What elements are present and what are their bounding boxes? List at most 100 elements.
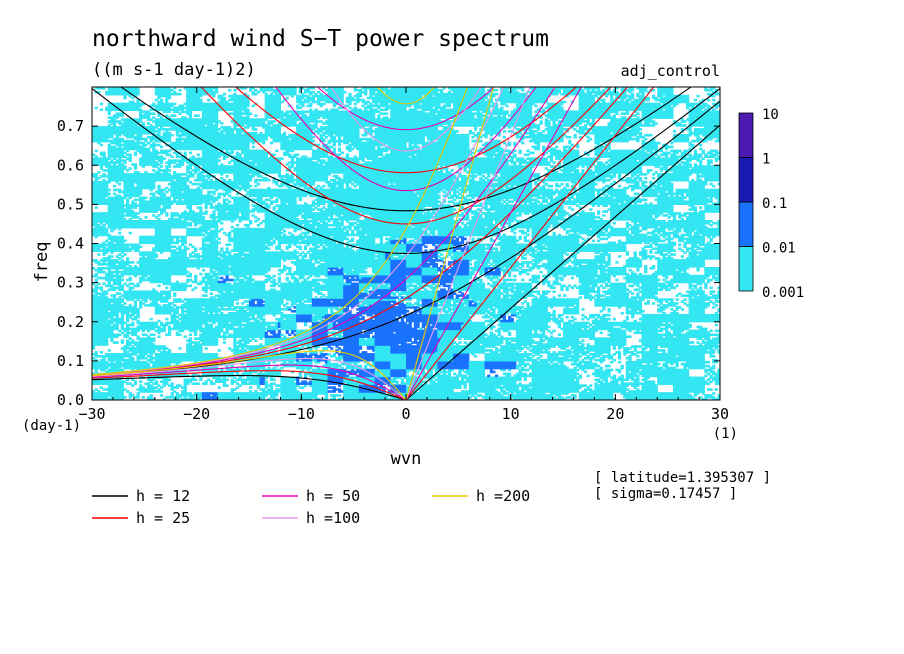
power-cell-low	[128, 347, 132, 350]
power-cell-low	[115, 159, 119, 162]
power-cell-low	[115, 282, 119, 286]
power-cell-low	[102, 257, 106, 260]
power-cell-low	[149, 112, 153, 115]
power-cell-low	[112, 157, 117, 160]
power-cell-low	[115, 310, 119, 313]
power-cell-low	[152, 206, 156, 209]
power-cell-low	[110, 116, 114, 119]
power-cell-low	[97, 302, 101, 305]
power-cell-low	[105, 339, 109, 342]
power-cell-low	[107, 220, 111, 223]
power-cell-low	[141, 143, 145, 147]
power-cell-low	[105, 163, 109, 166]
power-cell-low	[99, 221, 104, 225]
power-cell-low	[133, 272, 138, 276]
power-cell-low	[152, 388, 156, 391]
power-cell-low	[131, 135, 135, 139]
power-cell-low	[131, 356, 135, 360]
power-cell-low	[115, 104, 119, 108]
power-cell-low	[112, 263, 117, 266]
power-cell-low	[110, 221, 114, 225]
power-cell-low	[102, 245, 106, 249]
power-cell-low	[146, 153, 151, 157]
power-cell-low	[120, 394, 124, 397]
power-cell-low	[97, 137, 101, 141]
power-cell-low	[141, 116, 145, 119]
power-cell-low	[107, 149, 111, 153]
power-cell-low	[112, 137, 117, 141]
power-cell-low	[110, 225, 114, 229]
power-cell-low	[97, 286, 101, 290]
power-cell-low	[128, 358, 132, 362]
power-cell-low	[102, 169, 106, 172]
power-cell-low	[105, 161, 109, 164]
power-cell-low	[152, 200, 156, 204]
power-cell-low	[112, 364, 117, 368]
power-cell-low	[128, 323, 132, 327]
power-cell-low	[123, 355, 127, 358]
power-cell-low	[94, 304, 98, 307]
power-cell-low	[128, 104, 132, 108]
power-cell-low	[126, 126, 130, 129]
power-cell-low	[144, 235, 148, 239]
power-cell-low	[136, 351, 140, 354]
power-cell-low	[107, 386, 111, 389]
power-cell-low	[107, 349, 111, 352]
power-cell-low	[107, 130, 111, 133]
power-cell-low	[133, 87, 138, 90]
power-cell-low	[102, 368, 106, 372]
power-cell-low	[112, 310, 117, 313]
power-cell-low	[110, 130, 114, 133]
power-cell-low	[105, 259, 109, 262]
power-cell-low	[152, 259, 156, 262]
power-cell-low	[131, 220, 135, 223]
power-cell-low	[162, 157, 166, 160]
power-cell-low	[97, 180, 101, 184]
power-cell-low	[133, 188, 138, 192]
power-cell-low	[133, 104, 138, 108]
power-cell-low	[139, 380, 143, 383]
power-cell-low	[112, 313, 117, 317]
power-cell-low	[99, 218, 104, 221]
power-cell-low	[128, 265, 132, 268]
power-cell-low	[118, 245, 122, 249]
power-cell-low	[149, 235, 153, 239]
power-cell-low	[110, 108, 114, 112]
power-cell-low	[118, 249, 122, 252]
power-cell-low	[94, 339, 98, 342]
power-cell-low	[152, 292, 156, 295]
power-cell-low	[146, 255, 151, 258]
power-cell-low	[149, 253, 153, 256]
power-cell-low	[123, 266, 127, 270]
power-cell-low	[141, 110, 145, 114]
power-cell-low	[102, 266, 106, 270]
power-cell-low	[128, 145, 132, 149]
power-cell-low	[110, 298, 114, 301]
power-cell-low	[92, 327, 96, 331]
power-cell-low	[102, 360, 106, 364]
power-cell-low	[131, 87, 135, 90]
power-cell-low	[99, 366, 104, 370]
power-cell-low	[102, 133, 106, 137]
power-cell-low	[128, 131, 132, 135]
power-cell-low	[128, 290, 132, 294]
power-cell-low	[141, 327, 145, 331]
power-cell-low	[105, 331, 109, 335]
power-cell-low	[141, 200, 145, 204]
power-cell-low	[149, 128, 153, 131]
power-cell-low	[112, 266, 117, 270]
power-cell-low	[149, 343, 153, 346]
power-cell-low	[139, 133, 143, 137]
power-cell-low	[120, 221, 124, 225]
power-cell-low	[115, 188, 119, 192]
power-cell-low	[126, 212, 130, 215]
power-cell-low	[133, 202, 138, 205]
power-cell-low	[97, 216, 101, 219]
power-cell-low	[131, 245, 135, 249]
power-cell-low	[94, 231, 98, 235]
power-cell-low	[144, 366, 148, 370]
power-cell-low	[105, 233, 109, 237]
power-cell-low	[118, 212, 122, 215]
power-cell-low	[149, 380, 153, 383]
power-cell-low	[97, 276, 101, 280]
